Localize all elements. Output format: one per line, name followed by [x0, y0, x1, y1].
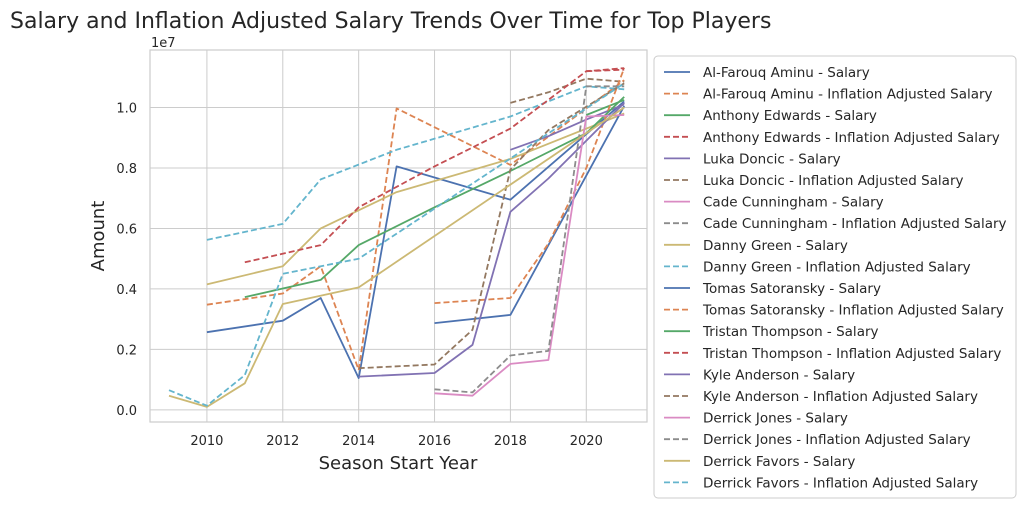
legend-label: Al-Farouq Aminu - Salary — [703, 65, 870, 81]
y-tick-label: 0.0 — [116, 404, 137, 419]
series-line-16 — [434, 114, 625, 397]
legend-label: Anthony Edwards - Inflation Adjusted Sal… — [703, 130, 1000, 146]
legend-label: Derrick Favors - Salary — [703, 454, 855, 470]
legend-label: Danny Green - Salary — [703, 238, 848, 254]
series-line-0 — [206, 100, 625, 380]
legend-label: Tomas Satoransky - Inflation Adjusted Sa… — [702, 303, 1004, 319]
y-tick-label: 0.2 — [116, 343, 137, 358]
series-line-4 — [510, 103, 625, 151]
legend-label: Derrick Favors - Inflation Adjusted Sala… — [703, 475, 978, 491]
legend-label: Tomas Satoransky - Salary — [702, 281, 881, 297]
series-line-17 — [434, 85, 625, 394]
x-tick-label: 2020 — [570, 434, 603, 449]
series-line-19 — [168, 82, 625, 407]
series-line-10 — [434, 105, 625, 324]
legend: Al-Farouq Aminu - Salary Al-Farouq Aminu … — [653, 55, 1017, 499]
legend-label: Danny Green - Inflation Adjusted Salary — [703, 259, 971, 275]
gridlines — [150, 50, 647, 422]
legend-label: Luka Doncic - Salary — [703, 151, 841, 167]
series-line-15 — [358, 82, 625, 370]
y-tick-label: 0.4 — [116, 283, 137, 298]
plot-frame — [149, 49, 648, 423]
legend-label: Derrick Jones - Inflation Adjusted Salar… — [703, 432, 971, 448]
series-line-1 — [206, 79, 625, 371]
y-tick-label: 0.6 — [116, 222, 137, 237]
series-lines — [168, 67, 626, 408]
y-axis-label: Amount — [88, 201, 109, 272]
legend-label: Tristan Thompson - Salary — [702, 324, 879, 340]
series-line-18 — [168, 106, 625, 408]
legend-label: Tristan Thompson - Inflation Adjusted Sa… — [702, 346, 1001, 362]
x-tick-label: 2016 — [418, 434, 451, 449]
tick-labels: 2010 2012 2014 2016 2018 2020 0.0 0.2 0.4 0.6 0.8 1… — [116, 101, 603, 449]
legend-label: Derrick Jones - Salary — [703, 411, 848, 427]
legend-label: Al-Farouq Aminu - Inflation Adjusted Sal… — [703, 87, 993, 103]
x-tick-label: 2012 — [266, 434, 299, 449]
series-line-13 — [244, 67, 625, 264]
x-tick-label: 2014 — [342, 434, 375, 449]
y-tick-label: 0.8 — [116, 162, 137, 177]
series-line-14 — [358, 102, 625, 378]
chart-title: Salary and Inflation Adjusted Salary Tre… — [10, 9, 771, 34]
legend-label: Kyle Anderson - Salary — [703, 367, 855, 383]
x-tick-label: 2010 — [190, 434, 223, 449]
legend-label: Anthony Edwards - Salary — [703, 108, 877, 124]
series-line-8 — [206, 112, 625, 286]
y-offset-text: 1e7 — [151, 36, 176, 51]
legend-label: Cade Cunningham - Salary — [703, 195, 884, 211]
y-tick-label: 1.0 — [116, 101, 137, 116]
legend-label: Kyle Anderson - Inflation Adjusted Salar… — [703, 389, 978, 405]
legend-box — [653, 55, 1017, 499]
legend-label: Cade Cunningham - Inflation Adjusted Sal… — [703, 216, 1007, 232]
series-line-5 — [510, 77, 625, 104]
x-axis-label: Season Start Year — [319, 453, 478, 474]
legend-label: Luka Doncic - Inflation Adjusted Salary — [703, 173, 963, 189]
x-tick-label: 2018 — [494, 434, 527, 449]
